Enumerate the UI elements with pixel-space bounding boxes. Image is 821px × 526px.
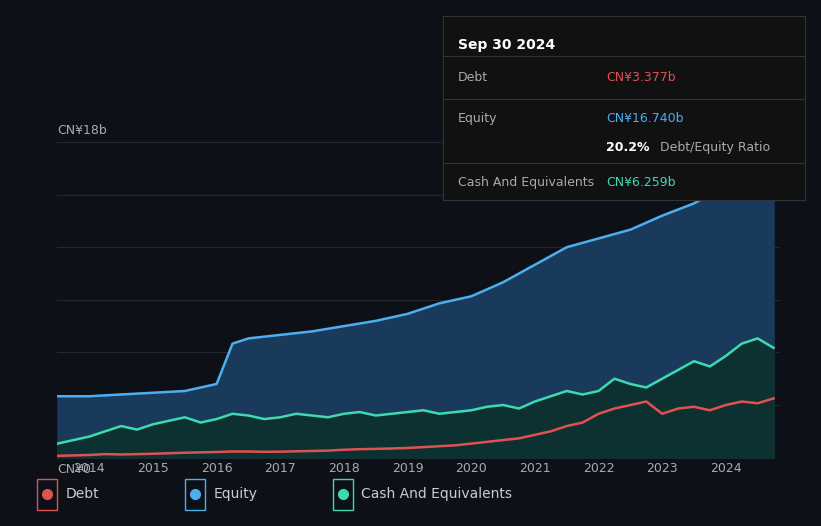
- Text: Cash And Equivalents: Cash And Equivalents: [458, 176, 594, 189]
- FancyBboxPatch shape: [333, 479, 353, 510]
- Text: Debt: Debt: [66, 488, 99, 501]
- Text: CN¥3.377b: CN¥3.377b: [606, 71, 676, 84]
- Text: Cash And Equivalents: Cash And Equivalents: [361, 488, 512, 501]
- Text: Equity: Equity: [213, 488, 258, 501]
- Text: Sep 30 2024: Sep 30 2024: [458, 38, 555, 52]
- Text: CN¥6.259b: CN¥6.259b: [606, 176, 676, 189]
- Text: CN¥16.740b: CN¥16.740b: [606, 112, 683, 125]
- Text: CN¥18b: CN¥18b: [57, 124, 108, 137]
- Text: CN¥0: CN¥0: [57, 463, 91, 476]
- Text: Debt/Equity Ratio: Debt/Equity Ratio: [660, 141, 770, 154]
- Text: Equity: Equity: [458, 112, 498, 125]
- Text: Debt: Debt: [458, 71, 488, 84]
- Text: 20.2%: 20.2%: [606, 141, 649, 154]
- FancyBboxPatch shape: [37, 479, 57, 510]
- FancyBboxPatch shape: [185, 479, 205, 510]
